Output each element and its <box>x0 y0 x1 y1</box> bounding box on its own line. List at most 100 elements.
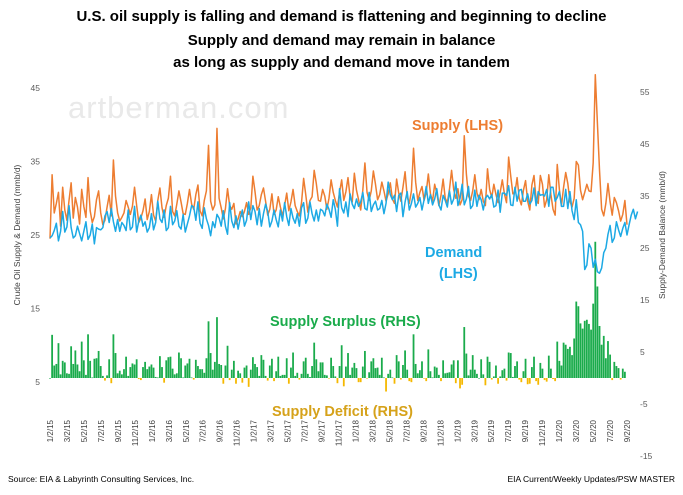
surplus-bar <box>613 361 616 378</box>
x-tick-label: 5/2/20 <box>589 419 598 442</box>
surplus-bar <box>330 357 332 378</box>
deficit-bar <box>440 378 442 382</box>
surplus-bar <box>232 360 235 378</box>
surplus-bar <box>99 366 102 378</box>
y-right-tick-label: 15 <box>640 295 650 305</box>
surplus-bar <box>387 373 390 378</box>
surplus-bar <box>146 369 149 378</box>
x-tick-label: 3/2/19 <box>470 419 479 442</box>
surplus-bar <box>106 375 108 378</box>
surplus-bar <box>154 376 157 378</box>
surplus-bar <box>598 326 601 378</box>
surplus-bar <box>569 346 571 378</box>
surplus-bar <box>281 374 284 378</box>
chart-title-line-1: U.S. oil supply is falling and demand is… <box>76 8 607 25</box>
surplus-bar <box>184 365 187 378</box>
surplus-bar <box>476 373 478 378</box>
surplus-bar <box>406 369 409 378</box>
surplus-bar <box>429 371 432 378</box>
surplus-bar <box>435 367 438 378</box>
surplus-bar <box>345 366 347 378</box>
surplus-bar <box>264 375 267 378</box>
surplus-bar <box>57 343 60 378</box>
surplus-bar <box>349 374 352 378</box>
surplus-bar <box>368 372 371 378</box>
surplus-bar <box>321 362 324 378</box>
x-tick-label: 5/2/18 <box>385 419 394 442</box>
surplus-bar <box>509 353 512 378</box>
surplus-bar <box>294 375 297 378</box>
surplus-bar <box>564 344 567 378</box>
surplus-bar <box>116 373 119 378</box>
surplus-bar <box>78 371 81 378</box>
surplus-bar <box>256 367 259 378</box>
surplus-bar <box>602 335 605 378</box>
surplus-bar <box>524 358 527 378</box>
surplus-bar <box>97 350 100 378</box>
surplus-bar <box>558 360 561 378</box>
surplus-bar <box>467 375 470 378</box>
x-tick-label: 7/2/18 <box>402 419 411 442</box>
surplus-bar <box>374 368 377 378</box>
surplus-bar <box>503 368 506 378</box>
x-tick-label: 11/2/19 <box>538 419 547 446</box>
surplus-bar <box>275 371 278 378</box>
x-tick-label: 11/2/15 <box>131 419 140 446</box>
surplus-bar <box>230 369 233 378</box>
surplus-bar <box>148 366 151 378</box>
deficit-bar <box>366 378 368 379</box>
annotation-label: Demand <box>425 245 482 261</box>
surplus-bar <box>85 374 87 378</box>
surplus-bar <box>414 363 417 378</box>
surplus-bar <box>588 323 590 378</box>
surplus-bar <box>395 355 398 378</box>
deficit-bar <box>459 378 461 389</box>
surplus-bar <box>556 341 559 378</box>
surplus-bar <box>243 367 246 378</box>
annotation-label: Supply Deficit (RHS) <box>272 404 413 420</box>
x-tick-label: 3/2/17 <box>267 419 276 442</box>
deficit-bar <box>528 378 531 384</box>
surplus-bar <box>135 359 138 378</box>
deficit-bar <box>497 378 499 384</box>
surplus-bar <box>123 369 125 378</box>
surplus-bar <box>507 352 510 378</box>
surplus-bar <box>300 373 303 378</box>
annotation-label: Supply Surplus (RHS) <box>270 314 421 330</box>
surplus-bar <box>448 372 451 378</box>
surplus-bar <box>125 356 127 378</box>
x-tick-label: 7/2/19 <box>504 419 513 442</box>
surplus-bar <box>617 368 620 378</box>
deficit-bar <box>619 378 622 380</box>
surplus-bar <box>150 364 153 378</box>
x-tick-label: 7/2/17 <box>301 419 310 442</box>
surplus-bar <box>61 360 64 378</box>
surplus-bar <box>68 373 70 378</box>
x-tick-label: 1/2/20 <box>555 419 564 442</box>
y-left-tick-label: 5 <box>35 377 40 387</box>
deficit-bar <box>554 378 557 382</box>
x-tick-label: 5/2/15 <box>80 419 89 442</box>
surplus-bar <box>416 373 419 378</box>
surplus-bar <box>82 360 85 378</box>
deficit-bar <box>287 378 290 384</box>
surplus-bar <box>482 374 485 378</box>
deficit-bar <box>266 378 269 381</box>
deficit-bar <box>222 378 225 384</box>
surplus-bar <box>313 342 316 378</box>
surplus-bar <box>378 374 381 378</box>
x-tick-label: 1/2/15 <box>46 419 55 442</box>
surplus-bar <box>351 367 354 378</box>
x-tick-label: 11/2/17 <box>335 419 344 446</box>
surplus-bar <box>364 350 366 378</box>
source-note: Source: EIA & Labyrinth Consulting Servi… <box>8 474 195 484</box>
surplus-bar <box>347 353 349 378</box>
surplus-bar <box>209 353 212 378</box>
surplus-bar <box>108 359 111 378</box>
deficit-bar <box>139 378 142 381</box>
surplus-bar <box>486 356 489 378</box>
surplus-bar <box>469 369 472 378</box>
surplus-bar <box>463 327 466 378</box>
surplus-bar <box>66 373 68 378</box>
